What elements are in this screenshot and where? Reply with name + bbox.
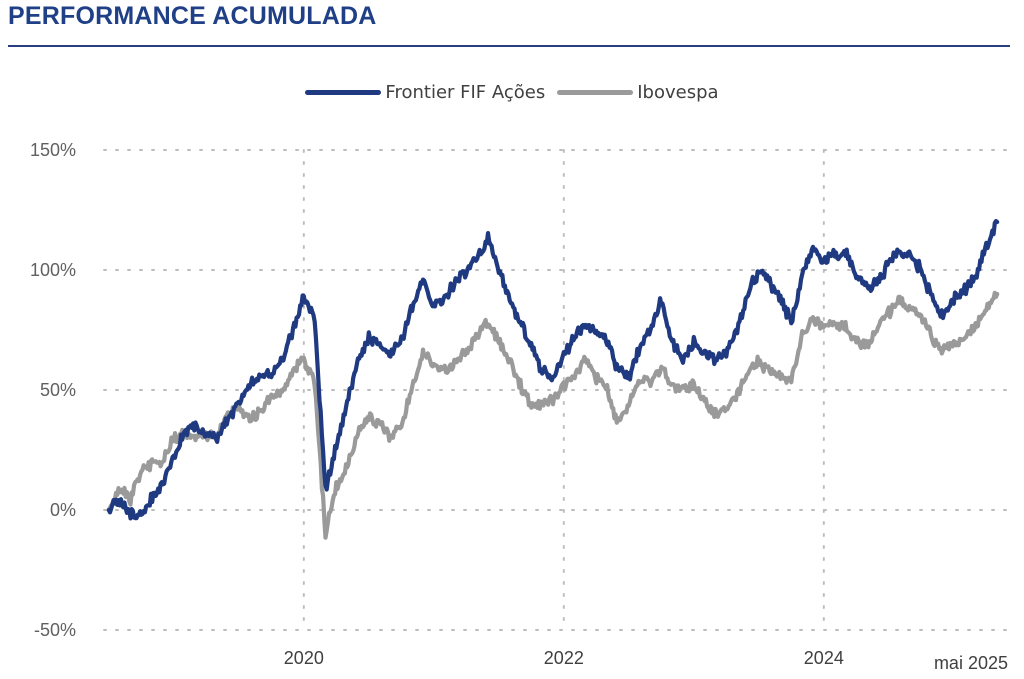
chart-title: PERFORMANCE ACUMULADA [8,2,377,30]
horizontal-gridlines [103,149,1009,631]
title-rule [8,45,1010,47]
x-tick-label: 2022 [544,648,584,668]
x-axis-ticks: 2020 2022 2024 [284,648,844,668]
x-tick-label: 2024 [804,648,844,668]
y-axis-ticks: -50% 0% 50% 100% 150% [30,140,76,640]
y-tick-label: 0% [50,500,76,520]
legend-label-frontier: Frontier FIF Ações [385,82,546,103]
series-lines [106,219,1000,540]
legend-item-frontier: Frontier FIF Ações [305,82,545,103]
legend-swatch-frontier [305,90,382,95]
chart-legend: Frontier FIF Ações Ibovespa [0,82,1024,103]
series-line-frontier [106,219,1000,521]
legend-swatch-ibovespa [557,90,634,95]
x-tick-label: 2020 [284,648,324,668]
end-date-label: mai 2025 [934,653,1008,673]
y-tick-label: 100% [30,260,76,280]
y-tick-label: 50% [40,380,76,400]
legend-label-ibovespa: Ibovespa [637,82,719,103]
y-tick-label: -50% [34,620,76,640]
series-line-ibovespa [106,290,1000,540]
y-tick-label: 150% [30,140,76,160]
legend-item-ibovespa: Ibovespa [557,82,719,103]
